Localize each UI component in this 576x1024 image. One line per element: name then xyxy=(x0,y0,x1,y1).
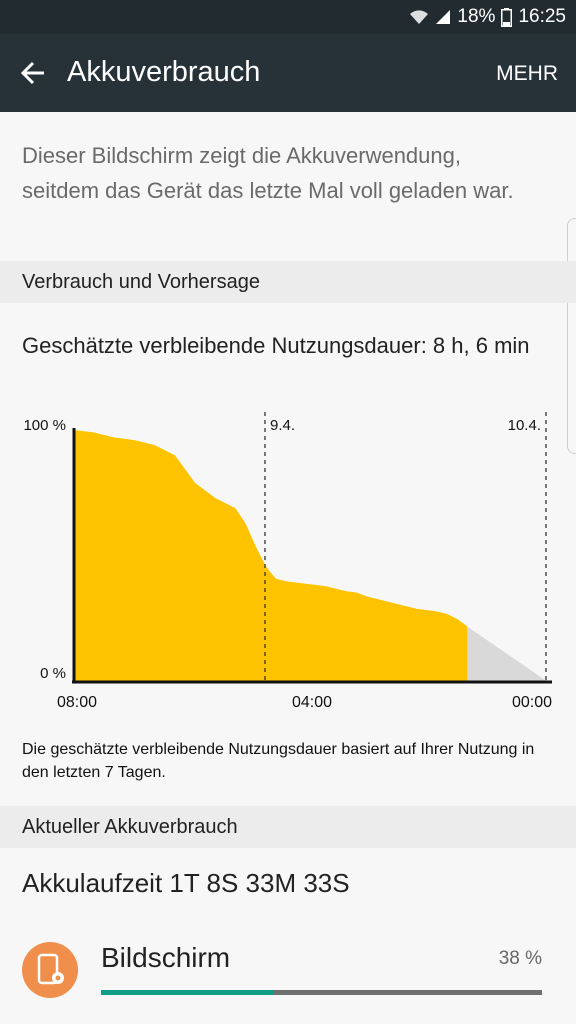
scroll-indicator[interactable] xyxy=(567,218,576,454)
section-header-usage: Verbrauch und Vorhersage xyxy=(0,261,576,303)
intro-text: Dieser Bildschirm zeigt die Akkuverwendu… xyxy=(22,143,514,203)
battery-percent: 18% xyxy=(457,6,496,27)
history-area xyxy=(74,430,468,682)
wifi-icon xyxy=(410,10,429,24)
signal-icon xyxy=(436,10,451,24)
app-usage-name: Bildschirm xyxy=(101,942,231,973)
remaining-time-estimate: Geschätzte verbleibende Nutzungsdauer: 8… xyxy=(22,333,530,358)
page-title: Akkuverbrauch xyxy=(67,56,261,88)
x-tick-label-3: 00:00 xyxy=(512,694,552,711)
app-usage-bar xyxy=(101,990,542,995)
more-button[interactable]: MEHR xyxy=(496,62,558,85)
screen-icon xyxy=(37,953,64,985)
forecast-area xyxy=(467,626,548,682)
date-marker-label-1: 9.4. xyxy=(270,417,295,434)
battery-runtime: Akkulaufzeit 1T 8S 33M 33S xyxy=(22,868,350,898)
section-title-current: Aktueller Akkuverbrauch xyxy=(22,816,238,838)
app-usage-bar-fill xyxy=(101,990,273,995)
app-bar: Akkuverbrauch MEHR xyxy=(0,34,576,112)
x-tick-label-1: 08:00 xyxy=(57,694,97,711)
section-header-current: Aktueller Akkuverbrauch xyxy=(0,806,576,848)
status-bar: 18% 16:25 xyxy=(0,0,576,34)
back-arrow-icon[interactable] xyxy=(18,58,48,88)
date-marker-label-2: 10.4. xyxy=(508,417,541,434)
x-tick-label-2: 04:00 xyxy=(292,694,332,711)
app-usage-percent: 38 % xyxy=(498,948,542,969)
clock: 16:25 xyxy=(518,6,566,27)
estimate-footnote: Die geschätzte verbleibende Nutzungsdaue… xyxy=(22,741,535,781)
y-tick-label-top: 100 % xyxy=(23,417,66,434)
y-tick-label-bottom: 0 % xyxy=(40,665,66,682)
section-title-usage: Verbrauch und Vorhersage xyxy=(22,271,260,293)
app-icon-container xyxy=(22,942,78,998)
battery-chart: 100 % 0 % 9.4. 10.4. 08:00 04:00 00:00 xyxy=(23,412,552,711)
battery-icon xyxy=(501,7,513,27)
